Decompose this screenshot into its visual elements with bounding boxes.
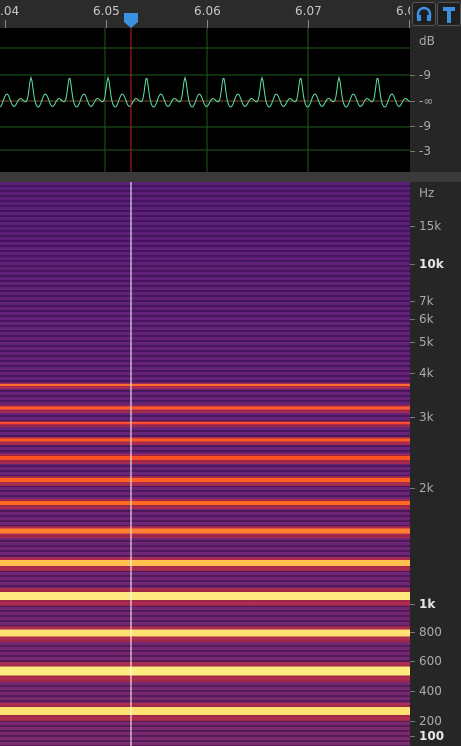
time-label: 6.06 [194,4,221,18]
panel-divider[interactable] [0,172,461,182]
time-tick [106,20,107,28]
hz-tick [410,736,415,737]
hz-tick [410,661,415,662]
harmonic-band [0,438,410,442]
time-tick [207,20,208,28]
time-label: 6.05 [93,4,120,18]
db-scale: dB -9 -∞ -9 -3 [410,28,461,172]
hz-tick [410,721,415,722]
waveform-panel[interactable] [0,28,410,172]
hz-label: 4k [419,366,434,380]
hz-label: 5k [419,335,434,349]
hz-label: 7k [419,294,434,308]
spectrogram-panel[interactable] [0,182,410,746]
harmonic-band [0,528,410,534]
db-tick [410,101,415,102]
hz-tick [410,301,415,302]
playhead-handle[interactable] [124,13,138,28]
harmonic-band [0,501,410,505]
hz-label: 100 [419,729,445,743]
harmonic-band [0,422,410,424]
hz-label: 400 [419,684,442,698]
waveform [0,75,410,108]
db-label: dB [419,34,435,48]
time-label: .04 [0,4,20,18]
harmonic-band [0,666,410,676]
harmonic-band [0,384,410,386]
hz-tick [410,373,415,374]
spectrogram-canvas [0,182,410,746]
hz-tick [410,264,415,265]
db-tick [410,126,415,127]
time-tick [409,20,410,28]
harmonic-band [0,592,410,600]
db-label: -3 [419,144,431,158]
hz-tick [410,226,415,227]
hz-tick [410,319,415,320]
hz-label: 6k [419,312,434,326]
harmonic-band [0,406,410,410]
hz-tick [410,488,415,489]
hz-scale: Hz 15k 10k 7k 6k 5k 4k 3k 2k 1k 800 600 400 200 100 [410,182,461,746]
time-label: 6.0 [396,4,410,18]
time-ruler[interactable]: .04 6.05 6.06 6.07 6.0 [0,0,410,29]
db-tick [410,151,415,152]
harmonic-band [0,456,410,460]
headphone-icon [416,6,432,21]
monitor-button[interactable] [412,2,436,26]
hz-label: 800 [419,625,442,639]
hz-tick [410,342,415,343]
hz-tick [410,604,415,605]
harmonic-band [0,478,410,482]
waveform-canvas [0,28,410,172]
hz-tick [410,632,415,633]
toolbar [410,0,461,28]
hz-label: 10k [419,257,444,271]
db-label: -9 [419,68,431,82]
pin-icon [443,7,455,23]
hz-label: 15k [419,219,442,233]
harmonic-band [0,707,410,715]
hz-tick [410,417,415,418]
hz-label: 3k [419,410,434,424]
hz-label: Hz [419,186,435,200]
db-label: -9 [419,119,431,133]
pin-button[interactable] [437,2,461,26]
harmonic-band [0,629,410,637]
hz-label: 600 [419,654,442,668]
hz-tick [410,691,415,692]
time-tick [5,20,6,28]
harmonic-band [0,560,410,566]
time-tick [308,20,309,28]
hz-label: 1k [419,597,436,611]
hz-label: 200 [419,714,442,728]
hz-label: 2k [419,481,434,495]
time-label: 6.07 [295,4,322,18]
db-label: -∞ [419,94,434,108]
db-tick [410,75,415,76]
